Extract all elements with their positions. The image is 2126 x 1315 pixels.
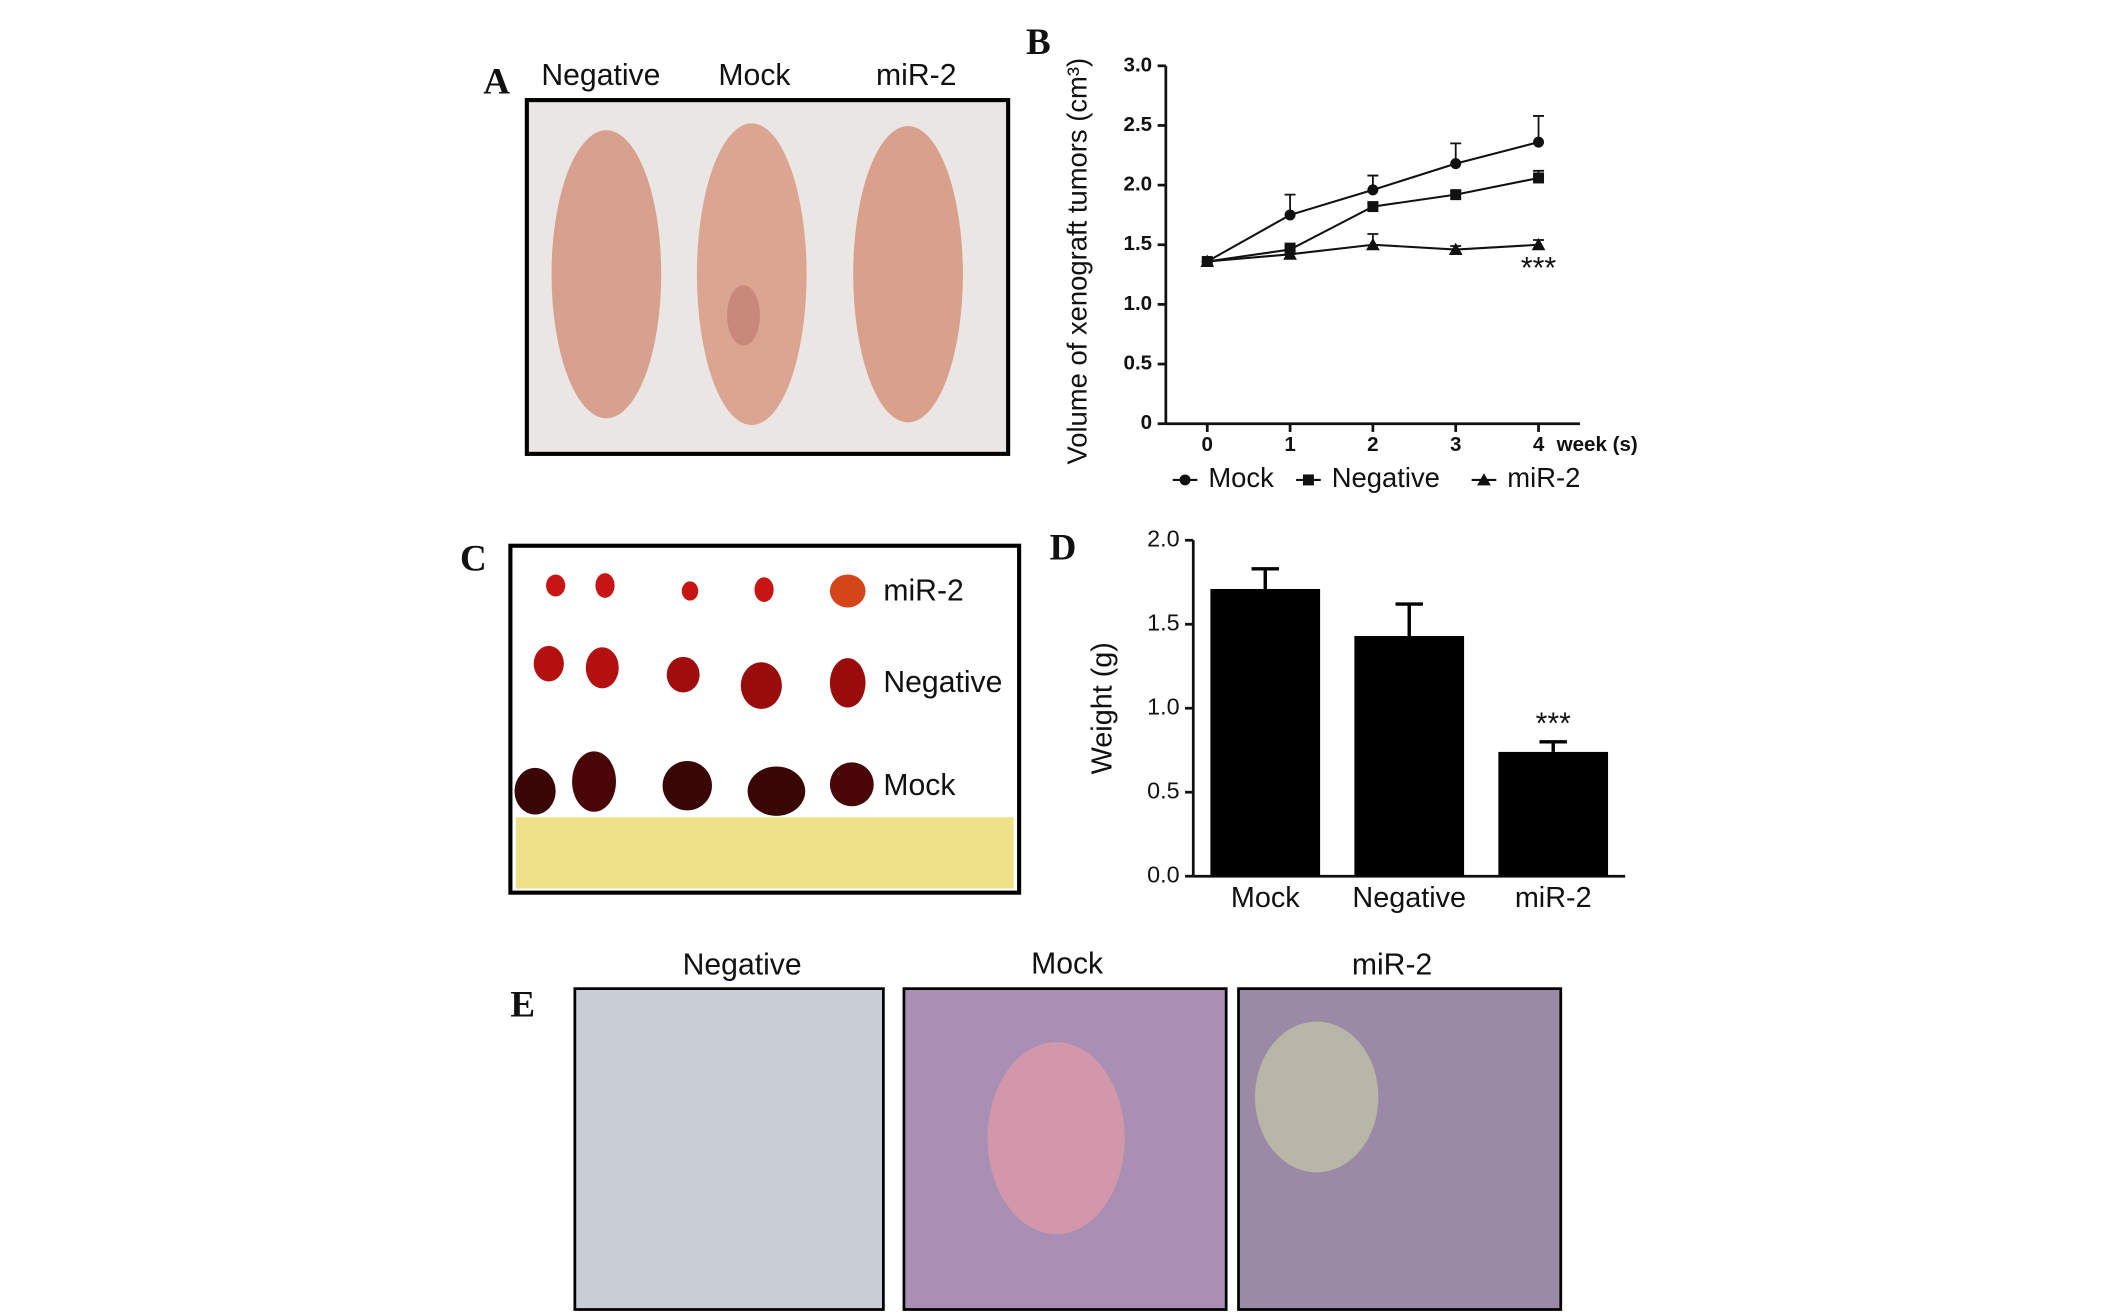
y-tick-label: 2.0 bbox=[1147, 525, 1179, 551]
y-tick-label: 2.5 bbox=[1124, 113, 1153, 136]
x-tick-label: 1 bbox=[1284, 433, 1295, 456]
group-label: Negative bbox=[541, 59, 660, 92]
group-label: Negative bbox=[683, 949, 802, 982]
marker bbox=[1533, 136, 1545, 148]
annotation: *** bbox=[1536, 707, 1571, 740]
group-label: Mock bbox=[718, 59, 791, 92]
tumor-photo bbox=[508, 543, 1022, 895]
marker bbox=[1450, 158, 1462, 170]
panel-label: A bbox=[483, 62, 510, 103]
marker bbox=[1448, 242, 1463, 256]
y-tick-label: 1.0 bbox=[1124, 292, 1153, 315]
marker bbox=[1284, 209, 1296, 221]
marker bbox=[1366, 237, 1380, 251]
x-tick-label: Mock bbox=[1231, 882, 1300, 914]
legend-marker bbox=[1179, 474, 1191, 486]
annotation: *** bbox=[1521, 252, 1556, 285]
y-tick-label: 0.0 bbox=[1147, 861, 1179, 887]
group-label: miR-2 bbox=[1352, 949, 1432, 982]
group-label: Negative bbox=[883, 666, 1002, 699]
histology-photo bbox=[573, 987, 1563, 1311]
y-tick-label: 2.0 bbox=[1124, 173, 1153, 196]
legend-label: Mock bbox=[1208, 462, 1274, 493]
y-tick-label: 3.0 bbox=[1124, 53, 1153, 76]
marker bbox=[1367, 184, 1379, 196]
error-bar bbox=[1539, 740, 1567, 752]
x-tick-label: 2 bbox=[1367, 433, 1378, 456]
x-tick-label: Negative bbox=[1352, 882, 1466, 914]
bar bbox=[1354, 636, 1465, 877]
group-label: miR-2 bbox=[883, 574, 963, 607]
group-label: Mock bbox=[1031, 947, 1104, 980]
legend-marker bbox=[1302, 474, 1314, 486]
marker bbox=[1531, 237, 1546, 251]
error-bar bbox=[1251, 567, 1279, 589]
group-label: miR-2 bbox=[876, 59, 956, 92]
y-tick-label: 0.5 bbox=[1124, 351, 1153, 374]
error-bar bbox=[1395, 602, 1423, 637]
panel-label: D bbox=[1050, 528, 1077, 569]
marker bbox=[1533, 172, 1545, 184]
x-axis-label: week (s) bbox=[1556, 433, 1638, 456]
y-axis-label: Volume of xenograft tumors (cm³) bbox=[1062, 58, 1093, 465]
bar bbox=[1210, 588, 1321, 877]
y-tick-label: 1.5 bbox=[1124, 232, 1153, 255]
marker bbox=[1283, 247, 1297, 260]
legend-label: miR-2 bbox=[1507, 462, 1580, 493]
marker bbox=[1367, 201, 1379, 213]
panel-label: C bbox=[460, 539, 487, 580]
legend-label: Negative bbox=[1332, 462, 1440, 493]
x-tick-label: 4 bbox=[1533, 433, 1545, 456]
y-tick-label: 1.5 bbox=[1147, 609, 1179, 635]
x-tick-label: miR-2 bbox=[1515, 882, 1592, 914]
x-tick-label: 3 bbox=[1450, 433, 1461, 456]
x-tick-label: 0 bbox=[1202, 433, 1213, 456]
panel-label: E bbox=[510, 984, 535, 1025]
y-axis-label: Weight (g) bbox=[1087, 642, 1119, 774]
marker bbox=[1450, 189, 1462, 201]
group-label: Mock bbox=[883, 769, 956, 802]
bar bbox=[1498, 751, 1609, 877]
mouse-photo bbox=[524, 98, 1011, 456]
y-tick-label: 1.0 bbox=[1147, 693, 1179, 719]
y-tick-label: 0 bbox=[1141, 411, 1152, 434]
panel-label: B bbox=[1026, 22, 1051, 63]
legend-marker bbox=[1477, 473, 1491, 486]
marker bbox=[1200, 254, 1215, 267]
y-tick-label: 0.5 bbox=[1147, 777, 1179, 803]
